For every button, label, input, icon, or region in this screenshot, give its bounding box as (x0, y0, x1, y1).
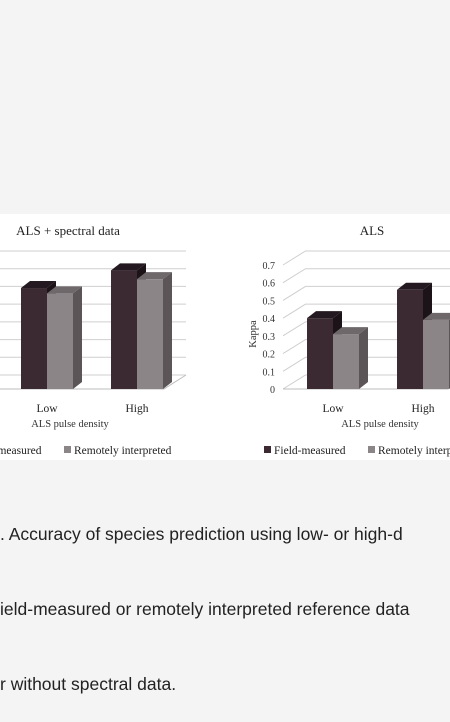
figure-caption: . Accuracy of species prediction using l… (0, 472, 450, 722)
gridline (282, 250, 450, 266)
legend-label: Field-measured (0, 445, 42, 457)
y-tick-label: 0.7 (263, 261, 276, 272)
charts-figure: ALS + spectral data Low High ALS pulse dens… (0, 223, 450, 457)
bar-top (47, 286, 82, 294)
bar-top (21, 281, 56, 289)
y-axis-title: Kappa (248, 320, 259, 348)
caption-line-3: r without spectral data. (0, 674, 177, 694)
bar-top (333, 327, 368, 335)
legend-label: Remotely interpreted (378, 445, 450, 457)
bar-side (163, 272, 172, 389)
bar (333, 327, 368, 389)
x-axis-title: ALS pulse density (341, 419, 419, 430)
bar-top (397, 282, 432, 290)
y-tick-label: 0.4 (263, 314, 276, 325)
bar-top (307, 311, 342, 319)
y-tick-label: 0.2 (263, 350, 276, 361)
chart-title: ALS (360, 223, 385, 238)
legend-swatch (264, 446, 271, 453)
bar-front (307, 318, 333, 389)
bar (137, 272, 172, 389)
legend-label: Field-measured (274, 445, 346, 457)
bar-front (21, 288, 47, 389)
y-tick-label: 0.3 (263, 332, 276, 343)
y-tick-label: 0.6 (263, 279, 276, 290)
bar-top (111, 263, 146, 271)
y-tick-label: 0 (270, 385, 275, 396)
bar-side (359, 327, 368, 389)
figure-panel: ALS + spectral data Low High ALS pulse dens… (0, 214, 450, 460)
category-label: Low (36, 403, 58, 415)
category-label: High (126, 403, 149, 415)
legend-swatch (368, 446, 375, 453)
bar-top (137, 272, 172, 280)
bar-front (111, 270, 137, 389)
category-label: Low (322, 403, 344, 415)
bar-front (397, 289, 423, 389)
chart-1: ALS + spectral data Low High ALS pulse dens… (0, 223, 187, 457)
bar-side (73, 286, 82, 389)
chart-title: ALS + spectral data (16, 223, 120, 238)
chart-2: ALS 0 0.1 0.2 0.3 0.4 0.5 0.6 0.7 Kappa Low High ALS… (248, 223, 450, 457)
y-tick-label: 0.5 (263, 296, 276, 307)
caption-line-2: ield-measured or remotely interpreted re… (0, 599, 410, 619)
gridline (0, 250, 186, 252)
gridline (282, 268, 450, 284)
bar-front (47, 293, 73, 389)
y-tick-label: 0.1 (263, 367, 276, 378)
caption-line-1: . Accuracy of species prediction using l… (0, 524, 403, 544)
bar (423, 312, 450, 389)
bar-front (333, 334, 359, 389)
legend-label: Remotely interpreted (74, 445, 172, 457)
bar-front (137, 279, 163, 389)
x-axis-title: ALS pulse density (31, 419, 109, 430)
legend-swatch (64, 446, 71, 453)
bar (47, 286, 82, 389)
category-label: High (412, 403, 435, 415)
bar-front (423, 319, 449, 389)
